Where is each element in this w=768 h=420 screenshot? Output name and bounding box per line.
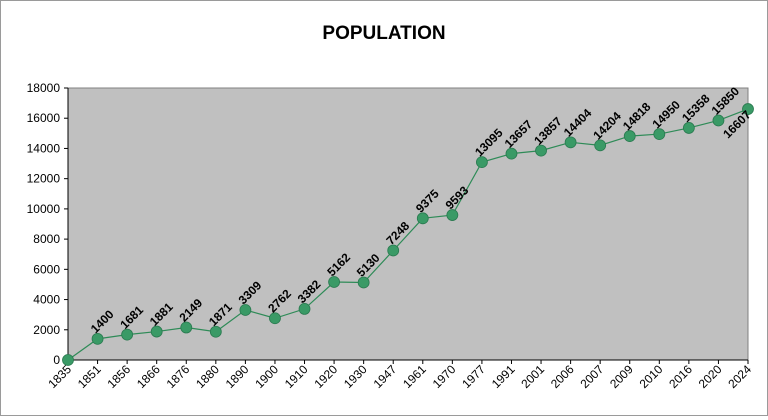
plot-area bbox=[67, 87, 749, 361]
x-tick-label: 2001 bbox=[518, 362, 547, 391]
data-point bbox=[505, 147, 518, 160]
data-point bbox=[357, 276, 370, 289]
data-point bbox=[150, 325, 163, 338]
y-tick-label: 0 bbox=[53, 353, 60, 367]
y-tick-label: 8000 bbox=[33, 232, 60, 246]
x-tick-label: 1920 bbox=[311, 362, 340, 391]
y-axis: 0 2000 4000 6000 8000 10000 12000 14000 16000 180… bbox=[27, 81, 69, 367]
data-point bbox=[239, 304, 252, 316]
x-tick-label: 1876 bbox=[164, 362, 193, 391]
data-point bbox=[535, 144, 547, 157]
data-point bbox=[742, 103, 754, 115]
y-tick-label: 6000 bbox=[33, 262, 60, 276]
data-point bbox=[623, 130, 636, 142]
y-tick-label: 12000 bbox=[27, 172, 61, 186]
x-tick-label: 2016 bbox=[666, 362, 695, 391]
data-point bbox=[416, 212, 429, 225]
x-tick-label: 1851 bbox=[75, 362, 104, 391]
chart-title: POPULATION bbox=[322, 23, 445, 44]
x-tick-label: 2006 bbox=[548, 362, 577, 391]
x-tick-label: 1835 bbox=[45, 362, 74, 391]
data-point bbox=[476, 156, 488, 169]
x-tick-label: 2020 bbox=[696, 362, 725, 391]
x-tick-label: 2024 bbox=[725, 362, 754, 391]
data-point bbox=[121, 328, 134, 341]
x-tick-label: 1977 bbox=[459, 362, 488, 391]
data-point bbox=[653, 128, 666, 140]
data-point bbox=[564, 136, 577, 149]
y-tick-label: 14000 bbox=[27, 141, 61, 155]
data-point bbox=[269, 312, 281, 325]
data-point bbox=[446, 209, 459, 221]
y-tick-label: 16000 bbox=[27, 111, 61, 125]
data-point bbox=[712, 114, 725, 127]
x-tick-label: 1947 bbox=[371, 362, 400, 391]
data-point bbox=[387, 244, 400, 257]
y-tick-label: 18000 bbox=[27, 81, 61, 95]
x-tick-label: 1866 bbox=[134, 362, 163, 391]
data-point bbox=[209, 325, 222, 338]
x-tick-label: 2010 bbox=[637, 362, 666, 391]
x-tick-label: 1961 bbox=[400, 362, 429, 391]
x-tick-label: 2007 bbox=[578, 362, 607, 391]
data-point bbox=[62, 354, 74, 366]
x-tick-label: 1970 bbox=[430, 362, 459, 391]
x-tick-label: 1880 bbox=[193, 362, 222, 391]
y-tick-label: 2000 bbox=[33, 323, 60, 337]
x-axis: 1835 1851 1856 1866 1876 1880 1890 1900 1910 1920… bbox=[45, 359, 754, 391]
data-point bbox=[328, 276, 340, 288]
data-point bbox=[91, 332, 104, 345]
x-tick-label: 1930 bbox=[341, 362, 370, 391]
series-population bbox=[62, 103, 754, 366]
data-point bbox=[594, 139, 607, 152]
x-tick-label: 1991 bbox=[489, 362, 518, 391]
y-tick-label: 4000 bbox=[33, 293, 60, 307]
x-tick-label: 1900 bbox=[252, 362, 281, 391]
data-point bbox=[180, 321, 193, 334]
data-point bbox=[682, 122, 695, 134]
x-tick-label: 1910 bbox=[282, 362, 311, 391]
x-tick-label: 2009 bbox=[607, 362, 636, 391]
x-tick-label: 1890 bbox=[223, 362, 252, 391]
x-tick-label: 1856 bbox=[104, 362, 133, 391]
y-tick-label: 10000 bbox=[27, 202, 61, 216]
data-point bbox=[298, 302, 311, 315]
